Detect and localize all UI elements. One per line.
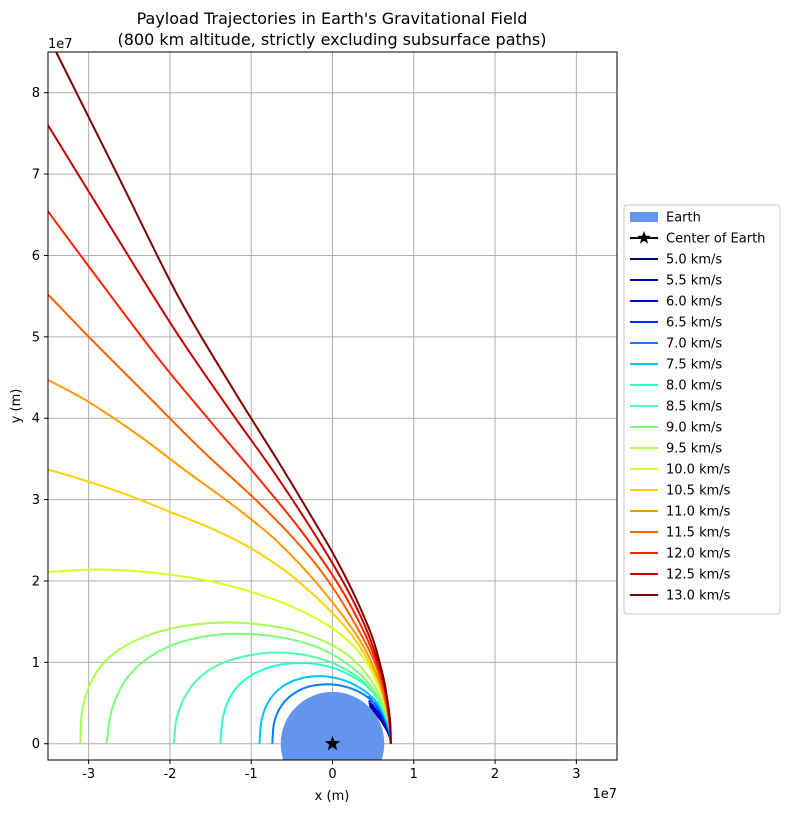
legend-label-series: 11.5 km/s xyxy=(666,526,731,541)
legend-label-series: 5.0 km/s xyxy=(666,253,722,268)
y-axis-label: y (m) xyxy=(9,389,24,424)
y-tick-label: 0 xyxy=(32,737,40,752)
legend-label-series: 5.5 km/s xyxy=(666,274,722,289)
legend-label-series: 7.0 km/s xyxy=(666,337,722,352)
legend-label-series: 12.0 km/s xyxy=(666,547,731,562)
trajectory-line xyxy=(172,651,392,744)
x-tick-label: 3 xyxy=(572,767,580,782)
legend-label-series: 10.5 km/s xyxy=(666,484,731,499)
x-tick-label: 1 xyxy=(410,767,418,782)
legend-label-earth: Earth xyxy=(666,211,701,226)
legend-box xyxy=(623,204,781,615)
x-tick-label: -2 xyxy=(163,767,176,782)
y-tick-label: 5 xyxy=(32,330,40,345)
trajectory-line xyxy=(48,379,392,744)
legend-label-series: 7.5 km/s xyxy=(666,358,722,373)
axis-ticks: -3 -2 -1 0 1 2 3 0 1 2 3 4 5 6 7 8 xyxy=(32,86,581,782)
trajectory-line xyxy=(48,124,392,744)
legend-swatch-star xyxy=(637,231,651,244)
x-tick-label: 2 xyxy=(491,767,499,782)
plot-area xyxy=(48,52,392,760)
legend-swatch-patch xyxy=(630,212,658,222)
x-tick-label: -1 xyxy=(245,767,258,782)
legend-label-series: 11.0 km/s xyxy=(666,505,731,520)
legend: Earth Center of Earth 5.0 km/s 5.5 km/s 6.0 … xyxy=(623,204,781,615)
grid xyxy=(48,52,617,760)
y-exponent-label: 1e7 xyxy=(48,37,73,52)
y-tick-label: 7 xyxy=(32,168,40,183)
chart-subtitle: (800 km altitude, strictly excluding sub… xyxy=(118,30,547,49)
legend-label-series: 6.5 km/s xyxy=(666,316,722,331)
legend-label-center: Center of Earth xyxy=(666,232,765,247)
legend-label-series: 9.5 km/s xyxy=(666,442,722,457)
y-tick-label: 8 xyxy=(32,86,40,101)
chart-title: Payload Trajectories in Earth's Gravitat… xyxy=(137,9,528,28)
y-tick-label: 4 xyxy=(32,412,40,427)
legend-label-series: 13.0 km/s xyxy=(666,589,731,604)
legend-label-series: 6.0 km/s xyxy=(666,295,722,310)
legend-label-series: 8.0 km/s xyxy=(666,379,722,394)
y-tick-label: 6 xyxy=(32,249,40,264)
trajectory-line xyxy=(48,568,392,744)
x-tick-label: 0 xyxy=(328,767,336,782)
trajectory-line xyxy=(48,293,392,744)
legend-label-series: 10.0 km/s xyxy=(666,463,731,478)
trajectory-line xyxy=(258,675,392,744)
earth-disc xyxy=(280,691,385,760)
trajectory-line xyxy=(105,632,392,744)
x-axis-label: x (m) xyxy=(315,789,350,804)
y-tick-label: 2 xyxy=(32,574,40,589)
legend-label-series: 8.5 km/s xyxy=(666,400,722,415)
x-tick-label: -3 xyxy=(82,767,95,782)
y-tick-label: 3 xyxy=(32,493,40,508)
legend-label-series: 12.5 km/s xyxy=(666,568,731,583)
y-tick-label: 1 xyxy=(32,656,40,671)
center-of-earth-marker xyxy=(324,735,341,751)
trajectory-line xyxy=(79,621,392,744)
trajectory-line xyxy=(55,52,392,744)
legend-label-series: 9.0 km/s xyxy=(666,421,722,436)
x-exponent-label: 1e7 xyxy=(592,787,617,802)
